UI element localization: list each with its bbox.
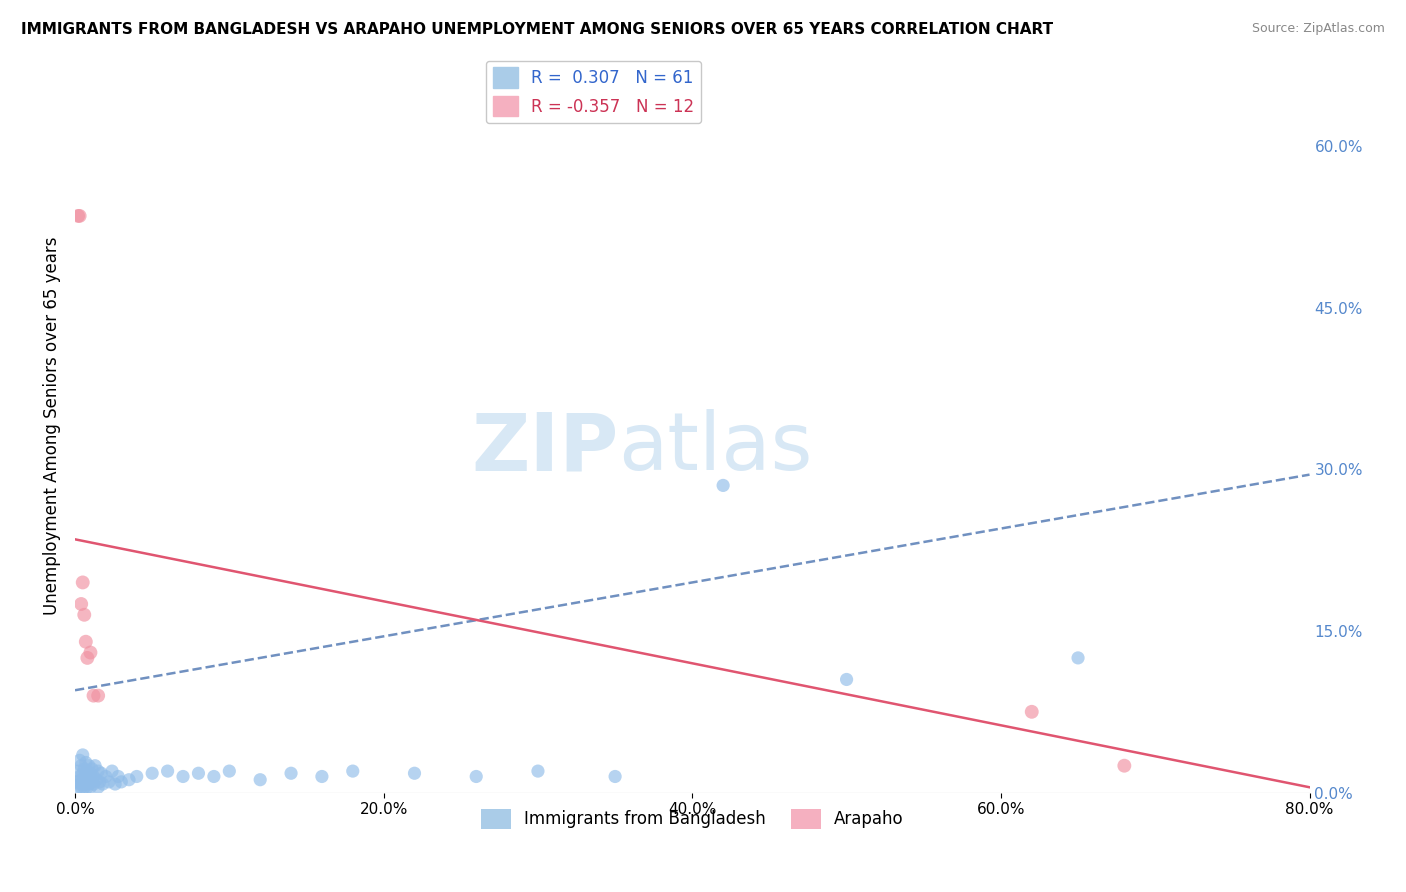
Point: [603, 769, 626, 783]
Text: atlas: atlas: [619, 409, 813, 487]
Point: [280, 766, 302, 780]
Point: [90, 766, 112, 780]
Point: [72, 766, 94, 780]
Y-axis label: Unemployment Among Seniors over 65 years: Unemployment Among Seniors over 65 years: [44, 237, 60, 615]
Point: [97, 775, 120, 789]
Point: [75, 777, 97, 791]
Point: [84, 758, 107, 772]
Point: [75, 634, 97, 648]
Point: [83, 689, 105, 703]
Point: [711, 478, 734, 492]
Point: [83, 769, 105, 783]
Point: [70, 772, 93, 787]
Point: [101, 764, 124, 778]
Point: [67, 764, 90, 778]
Point: [104, 777, 127, 791]
Point: [1021, 705, 1043, 719]
Point: [76, 651, 98, 665]
Point: [79, 646, 101, 660]
Point: [465, 769, 488, 783]
Point: [87, 780, 110, 795]
Point: [67, 209, 90, 223]
Point: [249, 772, 271, 787]
Point: [75, 756, 97, 770]
Point: [172, 769, 194, 783]
Point: [1067, 651, 1090, 665]
Text: IMMIGRANTS FROM BANGLADESH VS ARAPAHO UNEMPLOYMENT AMONG SENIORS OVER 65 YEARS C: IMMIGRANTS FROM BANGLADESH VS ARAPAHO UN…: [21, 22, 1053, 37]
Point: [311, 769, 333, 783]
Point: [156, 764, 179, 778]
Point: [69, 209, 91, 223]
Point: [107, 769, 129, 783]
Point: [72, 777, 94, 791]
Point: [70, 758, 93, 772]
Point: [187, 766, 209, 780]
Point: [65, 775, 87, 789]
Point: [202, 769, 225, 783]
Point: [77, 777, 100, 791]
Point: [73, 607, 96, 622]
Point: [125, 769, 148, 783]
Text: Source: ZipAtlas.com: Source: ZipAtlas.com: [1251, 22, 1385, 36]
Point: [67, 780, 90, 795]
Point: [80, 775, 103, 789]
Point: [87, 764, 110, 778]
Point: [80, 762, 103, 776]
Point: [69, 753, 91, 767]
Point: [86, 772, 108, 787]
Point: [87, 689, 110, 703]
Point: [404, 766, 426, 780]
Point: [1114, 758, 1136, 772]
Point: [527, 764, 550, 778]
Text: ZIP: ZIP: [471, 409, 619, 487]
Point: [72, 575, 94, 590]
Point: [79, 766, 101, 780]
Point: [79, 780, 101, 795]
Point: [70, 780, 93, 795]
Point: [77, 758, 100, 772]
Point: [73, 775, 96, 789]
Point: [75, 769, 97, 783]
Point: [69, 777, 91, 791]
Point: [141, 766, 163, 780]
Point: [89, 775, 111, 789]
Point: [118, 772, 141, 787]
Point: [76, 772, 98, 787]
Point: [835, 673, 858, 687]
Point: [218, 764, 240, 778]
Point: [94, 769, 117, 783]
Point: [69, 769, 91, 783]
Point: [76, 764, 98, 778]
Point: [342, 764, 364, 778]
Point: [73, 762, 96, 776]
Point: [70, 597, 93, 611]
Point: [72, 747, 94, 762]
Point: [83, 777, 105, 791]
Point: [91, 777, 114, 791]
Point: [73, 780, 96, 795]
Legend: Immigrants from Bangladesh, Arapaho: Immigrants from Bangladesh, Arapaho: [474, 802, 911, 836]
Point: [110, 775, 132, 789]
Point: [76, 780, 98, 795]
